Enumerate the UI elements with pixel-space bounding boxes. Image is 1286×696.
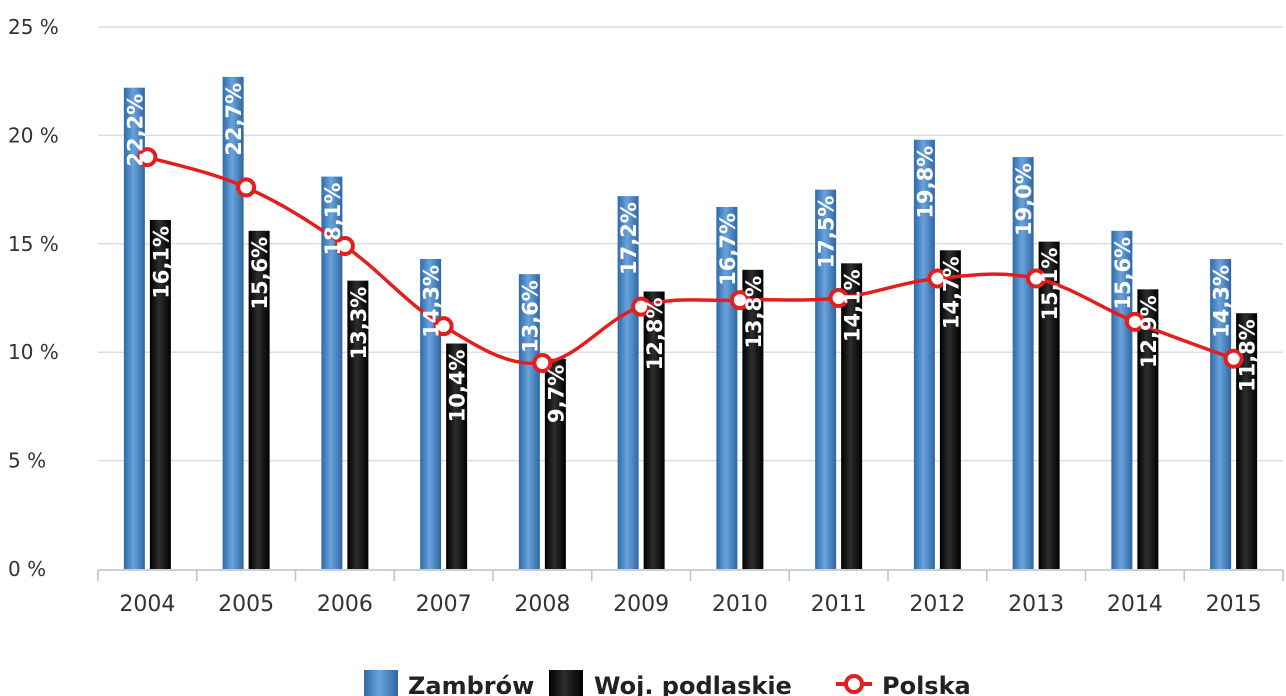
bar-zambrow: [420, 258, 442, 569]
y-tick-label: 15 %: [8, 232, 59, 256]
legend-swatch-zambrow: [364, 670, 398, 696]
bar-zambrow: [123, 87, 145, 569]
data-label-woj-podlaskie: 10,4%: [446, 350, 470, 423]
point-polska: [334, 235, 355, 256]
data-label-zambrow: 16,7%: [716, 213, 740, 286]
point-polska: [828, 288, 849, 308]
y-tick-label: 0 %: [8, 557, 46, 581]
data-label-zambrow: 19,8%: [913, 146, 937, 219]
bar-series: [123, 76, 1258, 570]
y-tick-label: 20 %: [8, 123, 59, 147]
data-label-woj-podlaskie: 13,3%: [347, 287, 371, 360]
data-label-woj-podlaskie: 13,8%: [742, 276, 766, 349]
point-polska: [137, 147, 158, 168]
y-tick-label: 5 %: [8, 449, 46, 473]
point-polska: [1223, 348, 1244, 369]
legend: Zambrów Woj. podlaskie Polska: [364, 670, 971, 696]
legend-label-woj-podlaskie: Woj. podlaskie: [594, 672, 792, 696]
point-polska: [433, 316, 454, 337]
bar-woj-podlaskie: [149, 219, 171, 569]
x-tick-label: 2014: [1107, 592, 1163, 617]
data-label-woj-podlaskie: 9,7%: [544, 365, 568, 423]
bar-zambrow: [321, 176, 343, 570]
data-labels: 22,2% 22,7% 18,1% 14,3% 13,6% 17,2% 16,7% 17,5%…: [123, 83, 1259, 423]
bar-woj-podlaskie: [1236, 313, 1258, 569]
data-label-woj-podlaskie: 15,1%: [1038, 248, 1062, 321]
bar-woj-podlaskie: [742, 269, 764, 569]
y-tick-label: 10 %: [8, 340, 59, 364]
bar-woj-podlaskie: [939, 250, 961, 569]
legend-swatch-woj-podlaskie: [549, 670, 583, 696]
data-label-zambrow: 15,6%: [1111, 237, 1135, 310]
line-series: [137, 147, 1244, 374]
data-label-zambrow: 18,1%: [321, 183, 345, 256]
point-polska: [927, 268, 948, 289]
bar-woj-podlaskie: [841, 263, 863, 569]
data-label-woj-podlaskie: 15,6%: [248, 237, 272, 310]
bar-woj-podlaskie: [1038, 241, 1060, 569]
data-label-zambrow: 19,0%: [1012, 163, 1036, 236]
bar-zambrow: [222, 76, 244, 569]
x-tick-label: 2008: [514, 592, 570, 617]
legend-swatch-polska-marker: [844, 674, 864, 694]
bar-zambrow: [617, 196, 639, 569]
x-tick-label: 2006: [317, 592, 373, 617]
y-axis: 0 % 5 % 10 % 15 % 20 % 25 %: [8, 15, 59, 581]
data-label-woj-podlaskie: 14,7%: [939, 256, 963, 329]
data-label-zambrow: 22,7%: [222, 83, 246, 156]
data-label-woj-podlaskie: 11,8%: [1236, 319, 1260, 392]
bar-zambrow: [1012, 157, 1034, 569]
data-label-woj-podlaskie: 14,1%: [841, 269, 865, 342]
x-tick-label: 2004: [119, 592, 175, 617]
grid-lines: [98, 26, 1283, 462]
x-tick-label: 2013: [1008, 592, 1064, 617]
bar-woj-podlaskie: [446, 343, 468, 569]
x-tick-label: 2012: [909, 592, 965, 617]
bar-zambrow: [1210, 258, 1232, 569]
point-polska: [1124, 311, 1145, 332]
bar-zambrow: [518, 274, 540, 569]
bar-zambrow: [913, 139, 935, 569]
x-tick-label: 2005: [218, 592, 274, 617]
x-tick-label: 2015: [1206, 592, 1262, 617]
x-tick-label: 2010: [712, 592, 768, 617]
point-polska: [532, 353, 553, 374]
bar-woj-podlaskie: [1137, 289, 1159, 569]
bar-woj-podlaskie: [347, 280, 369, 569]
bar-zambrow: [815, 189, 837, 569]
data-label-woj-podlaskie: 12,9%: [1137, 295, 1161, 368]
line-polska: [146, 155, 1235, 366]
point-polska: [631, 296, 652, 317]
point-polska: [1026, 268, 1047, 289]
y-tick-label: 25 %: [8, 15, 59, 39]
point-polska: [236, 177, 257, 198]
bar-woj-podlaskie: [643, 291, 665, 569]
x-tick-label: 2009: [613, 592, 669, 617]
legend-label-polska: Polska: [882, 672, 971, 696]
x-tick-label: 2011: [811, 592, 867, 617]
x-axis: 2004 2005 2006 2007 2008 2009 2010 2011 2012 2013…: [97, 569, 1284, 617]
legend-label-zambrow: Zambrów: [408, 672, 534, 696]
data-label-zambrow: 14,3%: [420, 265, 444, 338]
data-label-zambrow: 17,2%: [617, 202, 641, 275]
bar-woj-podlaskie: [544, 358, 566, 569]
x-tick-label: 2007: [416, 592, 472, 617]
bar-woj-podlaskie: [248, 230, 270, 570]
data-label-zambrow: 13,6%: [518, 280, 542, 353]
point-polska: [729, 290, 750, 311]
data-label-zambrow: 14,3%: [1210, 265, 1234, 338]
data-label-woj-podlaskie: 16,1%: [149, 226, 173, 299]
data-label-zambrow: 17,5%: [815, 196, 839, 269]
data-label-zambrow: 22,2%: [123, 94, 147, 167]
data-label-woj-podlaskie: 12,8%: [643, 297, 667, 370]
